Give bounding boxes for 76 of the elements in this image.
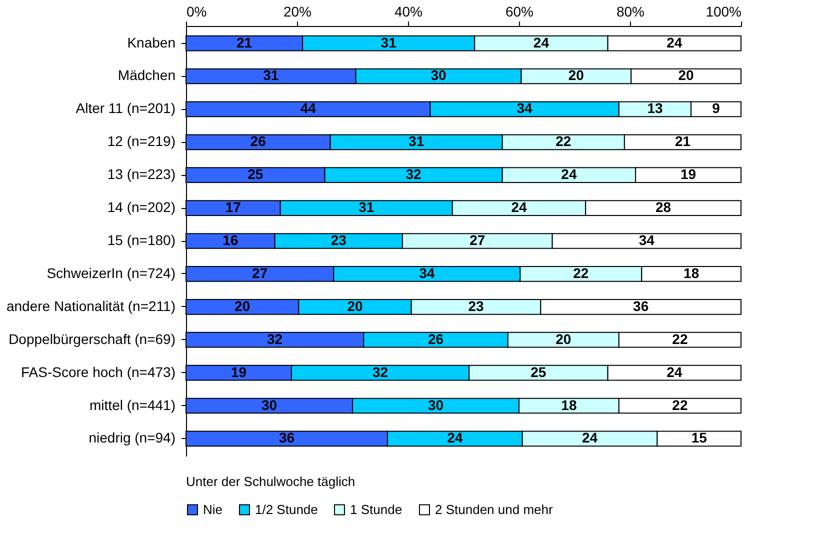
y-tick-label: mittel (n=441): [90, 396, 176, 413]
data-label: 24: [447, 430, 463, 446]
data-label: 25: [530, 364, 546, 380]
y-tick-label: Alter 11 (n=201): [76, 100, 176, 116]
data-label: 36: [278, 430, 295, 446]
y-tick-label: 13 (n=223): [107, 166, 176, 182]
y-tick-label: Knaben: [127, 34, 176, 50]
y-tick-label: andere Nationalität (n=211): [6, 298, 176, 314]
data-label: 25: [248, 166, 264, 182]
x-tick-label: 100%: [706, 4, 742, 20]
data-label: 34: [516, 100, 533, 116]
data-label: 24: [666, 364, 682, 380]
data-label: 20: [678, 67, 694, 84]
data-label: 20: [234, 298, 250, 314]
data-label: 31: [263, 67, 279, 84]
data-label: 24: [582, 430, 598, 446]
data-label: 44: [300, 100, 316, 116]
x-tick-label: 20%: [283, 4, 312, 20]
data-label: 18: [561, 396, 577, 413]
data-label: 23: [468, 298, 484, 314]
data-label: 24: [533, 34, 550, 50]
data-label: 24: [511, 199, 527, 216]
data-label: 32: [267, 330, 283, 347]
data-label: 34: [638, 232, 655, 248]
data-label: 24: [561, 166, 577, 182]
data-label: 30: [428, 396, 444, 413]
y-tick-label: SchweizerIn (n=724): [46, 264, 176, 281]
data-label: 20: [556, 330, 572, 347]
data-label: 19: [230, 364, 247, 380]
data-label: 27: [252, 264, 268, 281]
data-label: 15: [691, 430, 708, 446]
x-tick-label: 40%: [394, 4, 423, 20]
data-label: 9: [712, 100, 720, 116]
data-label: 22: [573, 264, 589, 281]
data-label: 20: [568, 67, 584, 84]
y-tick-label: 14 (n=202): [107, 199, 176, 216]
data-label: 17: [225, 199, 242, 216]
legend-label: 1 Stunde: [350, 502, 402, 517]
data-label: 34: [419, 264, 435, 281]
data-label: 28: [656, 199, 672, 216]
y-tick-label: 15 (n=180): [107, 232, 176, 248]
data-label: 23: [330, 232, 347, 248]
data-label: 22: [672, 330, 688, 347]
data-label: 27: [470, 232, 486, 248]
data-label: 21: [674, 133, 691, 150]
legend-label: Nie: [203, 502, 223, 517]
data-label: 31: [358, 199, 374, 216]
data-label: 30: [261, 396, 278, 413]
data-label: 21: [236, 34, 252, 50]
data-label: 24: [666, 34, 682, 50]
data-label: 20: [347, 298, 363, 314]
data-label: 32: [372, 364, 388, 380]
data-label: 18: [684, 264, 700, 281]
data-label: 31: [408, 133, 424, 150]
data-label: 13: [647, 100, 663, 116]
x-tick-label: 80%: [616, 4, 645, 20]
legend-label: 2 Stunden und mehr: [435, 502, 554, 517]
data-label: 16: [222, 232, 238, 248]
data-label: 19: [680, 166, 696, 182]
y-tick-label: Mädchen: [118, 67, 176, 84]
y-tick-label: FAS-Score hoch (n=473): [21, 364, 176, 380]
data-label: 36: [633, 298, 649, 314]
data-label: 30: [430, 67, 447, 84]
x-tick-label: 60%: [505, 4, 534, 20]
y-tick-label: 12 (n=219): [107, 133, 176, 150]
y-tick-label: Doppelbürgerschaft (n=69): [8, 330, 176, 347]
data-label: 32: [406, 166, 422, 182]
data-label: 26: [250, 133, 266, 150]
data-label: 31: [380, 34, 397, 50]
y-tick-label: niedrig (n=94): [88, 430, 176, 446]
data-label: 22: [556, 133, 572, 150]
data-label: 22: [672, 396, 688, 413]
legend-label: 1/2 Stunde: [255, 502, 318, 517]
legend-title: Unter der Schulwoche täglich: [186, 474, 356, 489]
x-tick-label: 0%: [186, 4, 207, 20]
data-label: 26: [428, 330, 444, 347]
